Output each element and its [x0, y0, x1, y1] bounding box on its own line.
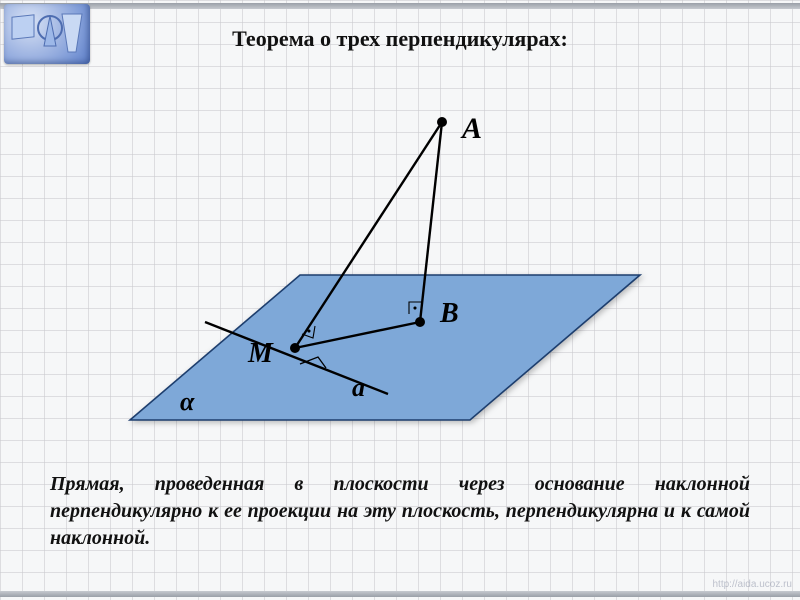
theorem-text: Прямая, проведенная в плоскости через ос… — [50, 471, 750, 552]
label-a: a — [352, 373, 365, 402]
label-alpha: α — [180, 387, 195, 416]
plane-alpha — [130, 275, 640, 420]
watermark: http://aida.ucoz.ru — [713, 579, 793, 590]
slide-title: Теорема о трех перпендикулярах: — [0, 26, 800, 52]
label-B: B — [439, 298, 459, 329]
diagram-svg: A B M a α — [0, 60, 800, 460]
label-M: M — [247, 338, 274, 369]
point-A — [437, 117, 447, 127]
label-A: A — [460, 112, 482, 145]
top-accent-bar — [0, 3, 800, 9]
slide-root: Теорема о трех перпендикулярах: A B M — [0, 0, 800, 600]
point-M — [290, 343, 300, 353]
bottom-accent-bar — [0, 591, 800, 597]
point-B — [415, 317, 425, 327]
